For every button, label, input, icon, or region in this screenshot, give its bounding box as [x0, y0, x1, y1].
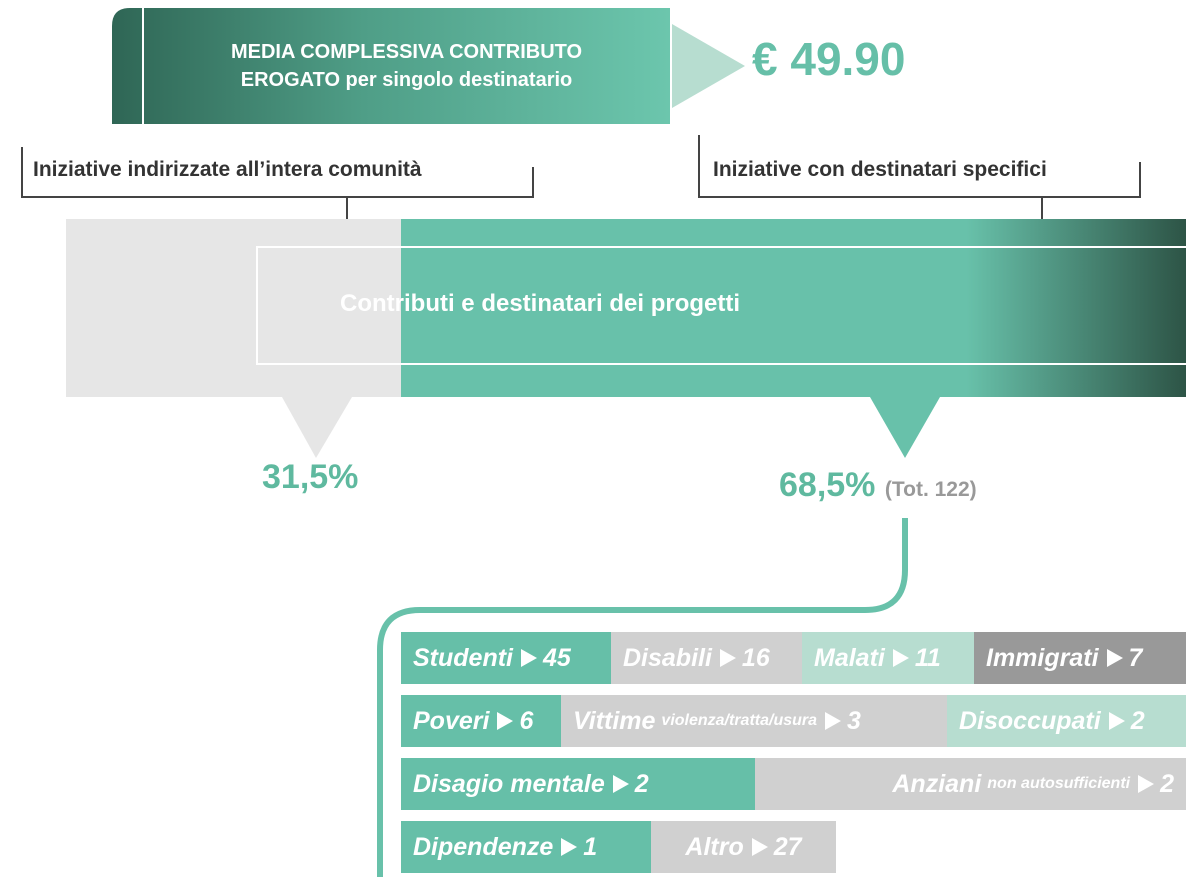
community-bar [66, 219, 401, 397]
specific-bar [401, 219, 1186, 397]
recipient-count: 27 [773, 832, 802, 861]
recipient-name: Dipendenze [413, 832, 554, 861]
title-frame [256, 246, 1186, 365]
right-bracket [698, 135, 1141, 198]
header-text: MEDIA COMPLESSIVA CONTRIBUTO EROGATO per… [143, 38, 670, 94]
header-arrow [672, 24, 745, 108]
average-value: € 49.90 [752, 33, 906, 85]
recipient-name: Poveri [413, 706, 490, 735]
right-share-wrap: 68,5% (Tot. 122) [779, 466, 977, 505]
header-line: MEDIA COMPLESSIVA CONTRIBUTO [230, 41, 583, 63]
arrow-glyph [612, 775, 629, 793]
recipient-count: 45 [543, 643, 571, 672]
recipient-cell: Malati 11 [802, 632, 974, 684]
recipient-name: Disabili [623, 643, 712, 672]
arrow-glyph [751, 838, 768, 856]
recipient-name: Disagio mentale [413, 769, 605, 798]
recipient-cell: Studenti 45 [401, 632, 611, 684]
recipient-cell: Disabili 16 [611, 632, 802, 684]
recipient-name: Studenti [413, 643, 513, 672]
recipient-cell: Immigrati 7 [974, 632, 1186, 684]
arrow-glyph [497, 712, 514, 730]
recipient-count: 2 [1130, 706, 1145, 735]
recipient-count: 2 [1160, 769, 1174, 798]
arrow-glyph [892, 649, 909, 667]
left-pointer [282, 397, 352, 458]
recipient-cell: Dipendenze 1 [401, 821, 651, 873]
recipient-cell: Anziani non autosufficienti 2 [755, 758, 1186, 810]
arrow-glyph [561, 838, 578, 856]
arrow-glyph [521, 649, 537, 667]
recipient-count: 1 [583, 832, 598, 861]
arrow-glyph [825, 712, 842, 730]
recipient-count: 2 [634, 769, 649, 798]
header-line: EROGATO per singolo destinatario [240, 69, 573, 91]
recipient-name: Malati [814, 643, 885, 672]
recipient-cell: Vittime violenza/tratta/usura 3 [561, 695, 947, 747]
recipient-count: 6 [519, 706, 534, 735]
recipient-name: Vittime [573, 706, 656, 735]
arrow-glyph [1106, 649, 1123, 667]
recipient-name: Immigrati [986, 643, 1099, 672]
recipient-count: 16 [741, 643, 770, 672]
recipient-qualifier: violenza/tratta/usura [661, 712, 818, 729]
recipient-count: 7 [1128, 643, 1143, 672]
recipient-cell: Altro 27 [651, 821, 836, 873]
recipient-count: 3 [847, 706, 861, 735]
recipient-cell: Poveri 6 [401, 695, 561, 747]
connector [377, 518, 908, 877]
recipient-name: Altro [685, 832, 744, 861]
arrow-glyph [719, 649, 736, 667]
recipient-qualifier: non autosufficienti [987, 775, 1131, 792]
recipient-cell: Disagio mentale 2 [401, 758, 755, 810]
left-share: 31,5% [262, 458, 359, 496]
arrow-glyph [1138, 775, 1155, 793]
recipient-cell: Disoccupati 2 [947, 695, 1186, 747]
total: (Tot. 122) [884, 478, 977, 501]
arrow-glyph [1108, 712, 1125, 730]
right-pointer [870, 397, 940, 458]
bar-title: Contributi e destinatari dei progetti [340, 290, 741, 317]
recipient-name: Anziani [892, 769, 982, 798]
left-bracket [21, 147, 534, 198]
recipient-name: Disoccupati [959, 706, 1101, 735]
left-label: Iniziative indirizzate all’intera comuni… [33, 158, 422, 181]
header-box [112, 8, 670, 124]
right-share: 68,5% [779, 466, 876, 504]
recipient-count: 11 [914, 643, 941, 672]
right-label: Iniziative con destinatari specifici [713, 158, 1047, 181]
